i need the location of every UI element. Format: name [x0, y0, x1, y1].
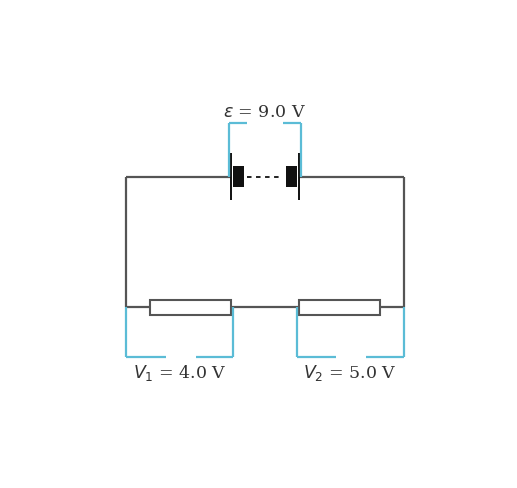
Bar — [150, 300, 231, 315]
Text: $V_1$ = 4.0 V: $V_1$ = 4.0 V — [133, 362, 226, 382]
Bar — [233, 167, 244, 187]
Bar — [299, 300, 380, 315]
Bar — [286, 167, 297, 187]
Text: $V_2$ = 5.0 V: $V_2$ = 5.0 V — [303, 362, 397, 382]
Text: $\varepsilon$ = 9.0 V: $\varepsilon$ = 9.0 V — [223, 103, 307, 121]
